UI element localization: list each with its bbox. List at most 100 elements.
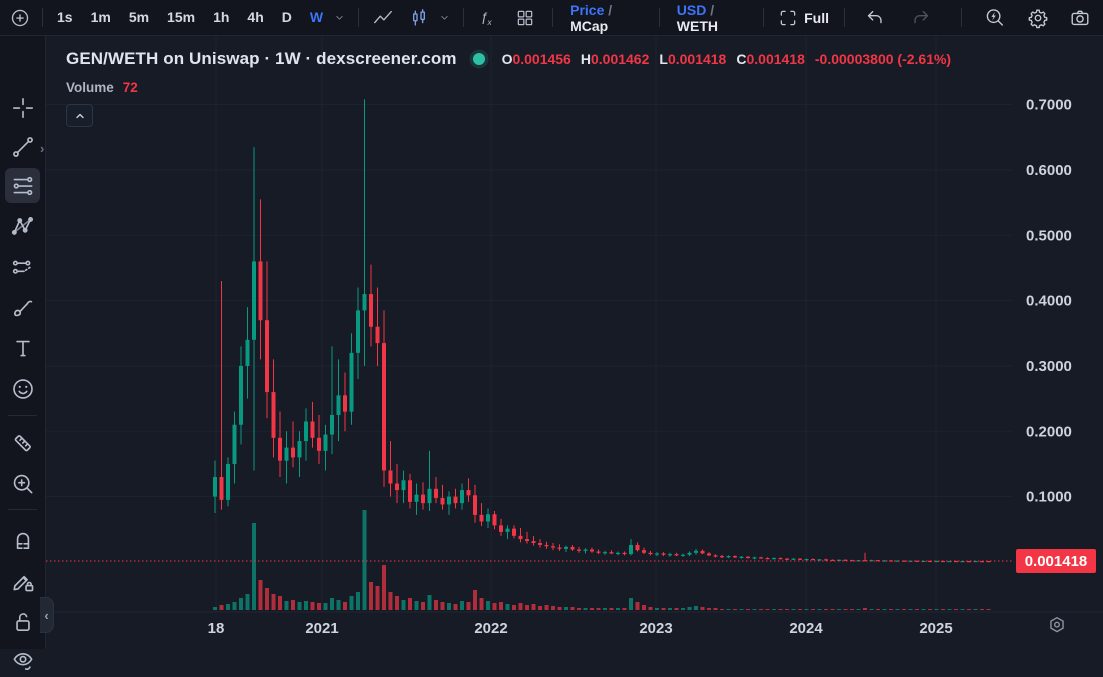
chevron-down-icon[interactable] (333, 11, 346, 24)
tool-zoom-in-tool[interactable] (5, 466, 40, 501)
timeframe-switcher: 1s 1m 5m 15m 1h 4h D W (48, 0, 332, 35)
price-axis-tick[interactable]: 0.5000 (1026, 227, 1072, 244)
volume-bar (960, 609, 965, 610)
volume-bar (388, 592, 393, 610)
mcap-toggle[interactable]: MCap (570, 17, 609, 34)
candle-body (843, 559, 848, 561)
time-axis-tick[interactable]: 2025 (919, 620, 952, 637)
svg-text:ƒ: ƒ (481, 9, 488, 24)
redo-icon[interactable] (910, 7, 932, 29)
time-axis-tick[interactable]: 2024 (789, 620, 823, 637)
volume-bar (544, 605, 549, 610)
price-mcap-toggle[interactable]: Price / MCap (570, 2, 642, 34)
tool-lock-all-drawings[interactable] (5, 604, 40, 639)
volume-bar (824, 609, 828, 610)
timeframe-button-15m[interactable]: 15m (167, 9, 196, 25)
price-axis-tick[interactable]: 0.6000 (1026, 162, 1072, 179)
candle-body (369, 294, 373, 327)
tool-crosshair-cursor[interactable] (5, 90, 40, 125)
tool-emoji-tool[interactable] (5, 371, 40, 406)
volume-bar (921, 609, 926, 610)
time-axis-tick[interactable]: 2021 (305, 620, 338, 637)
tool-magnet-mode[interactable] (5, 522, 40, 557)
tool-text-tool[interactable] (5, 330, 40, 365)
sidebar-collapse-handle[interactable]: ‹ (40, 597, 54, 633)
volume-bar (902, 609, 906, 610)
time-axis-tick[interactable]: 18 (208, 620, 225, 637)
undo-icon[interactable] (864, 7, 886, 29)
emoji-tool-icon (10, 376, 36, 402)
volume-bar (369, 582, 373, 610)
tool-trend-line-tool[interactable] (5, 129, 40, 164)
timeframe-button-4h[interactable]: 4h (247, 9, 264, 25)
candle-body (726, 556, 731, 558)
price-axis-tick[interactable]: 0.7000 (1026, 97, 1072, 114)
candle-body (746, 556, 750, 559)
price-toggle-active[interactable]: Price (570, 1, 605, 18)
line-chart-icon[interactable] (372, 7, 394, 29)
volume-bar (336, 600, 341, 610)
fullscreen-icon[interactable] (778, 8, 798, 28)
tool-hide-drawings[interactable] (5, 642, 40, 677)
connection-status-dot (472, 53, 485, 65)
volume-bar (512, 605, 516, 610)
candle-body (525, 539, 529, 542)
candle-body (330, 414, 334, 435)
volume-bar (375, 586, 380, 610)
candle-body (291, 447, 295, 458)
price-axis-tick[interactable]: 0.3000 (1026, 358, 1072, 375)
weth-toggle[interactable]: WETH (676, 17, 718, 34)
candle-body (414, 494, 419, 502)
time-axis-tick[interactable]: 2022 (474, 620, 507, 637)
settings-gear-icon[interactable] (1027, 7, 1049, 29)
timeframe-button-5m[interactable]: 5m (128, 9, 150, 25)
tools-expand-chevron[interactable]: › (40, 141, 45, 156)
chart-legend: GEN/WETH on Uniswap · 1W · dexscreener.c… (66, 47, 951, 127)
legend-collapse-button[interactable] (66, 104, 93, 127)
candle-body (733, 556, 737, 558)
camera-snapshot-icon[interactable] (1069, 7, 1091, 29)
volume-bar (707, 608, 711, 610)
brush-tool-icon (10, 295, 36, 321)
price-axis-tick[interactable]: 0.4000 (1026, 293, 1072, 310)
timeframe-button-1s[interactable]: 1s (57, 9, 73, 25)
tool-projection-tool[interactable] (5, 250, 40, 285)
lightning-lens-icon[interactable] (984, 7, 1006, 29)
price-axis-tick[interactable]: 0.1000 (1026, 489, 1072, 506)
tool-drawing-mode-lock[interactable] (5, 563, 40, 598)
candle-body (252, 261, 256, 340)
tool-measure-tool[interactable] (5, 425, 40, 460)
axes-layer[interactable]: 0.7000 0.6000 0.5000 0.4000 0.3000 0.2000 0.10… (45, 97, 1103, 637)
add-icon[interactable] (9, 7, 31, 29)
price-axis-tick[interactable]: 0.2000 (1026, 423, 1072, 440)
ohlc-readout: O0.001456 H0.001462 L0.001418 C0.001418 … (502, 51, 952, 67)
chevron-down-icon[interactable] (438, 11, 451, 24)
fullscreen-label[interactable]: Full (804, 9, 829, 26)
layout-grid-icon[interactable] (515, 8, 535, 28)
volume-bar (668, 608, 672, 610)
usd-toggle-active[interactable]: USD (676, 1, 707, 18)
candlestick-style-icon[interactable] (408, 7, 430, 29)
timeframe-button-1h[interactable]: 1h (213, 9, 230, 25)
tool-brush-tool[interactable] (5, 290, 40, 325)
candle-body (213, 477, 217, 497)
tool-lines-tool[interactable] (5, 168, 40, 203)
volume-bar (434, 600, 438, 610)
chart-pane[interactable]: 0.7000 0.6000 0.5000 0.4000 0.3000 0.2000 0.10… (45, 35, 1103, 649)
timeframe-button-d[interactable]: D (281, 9, 292, 25)
chart-title[interactable]: GEN/WETH on Uniswap · 1W · dexscreener.c… (66, 49, 457, 68)
volume-bar (791, 609, 796, 610)
volume-bar (551, 606, 555, 610)
price-chart-canvas[interactable]: 0.7000 0.6000 0.5000 0.4000 0.3000 0.2000 0.10… (45, 35, 1103, 649)
timeframe-button-1m[interactable]: 1m (90, 9, 111, 25)
volume-bar (798, 609, 802, 610)
currency-toggle[interactable]: USD / WETH (677, 2, 747, 34)
timeframe-button-w[interactable]: W (309, 9, 324, 25)
volume-bar (304, 601, 308, 610)
volume-bar (219, 605, 224, 610)
time-axis-settings-icon[interactable] (1046, 614, 1068, 641)
volume-label[interactable]: Volume (66, 80, 114, 95)
tool-pattern-tool[interactable] (5, 209, 40, 244)
time-axis-tick[interactable]: 2023 (639, 620, 672, 637)
